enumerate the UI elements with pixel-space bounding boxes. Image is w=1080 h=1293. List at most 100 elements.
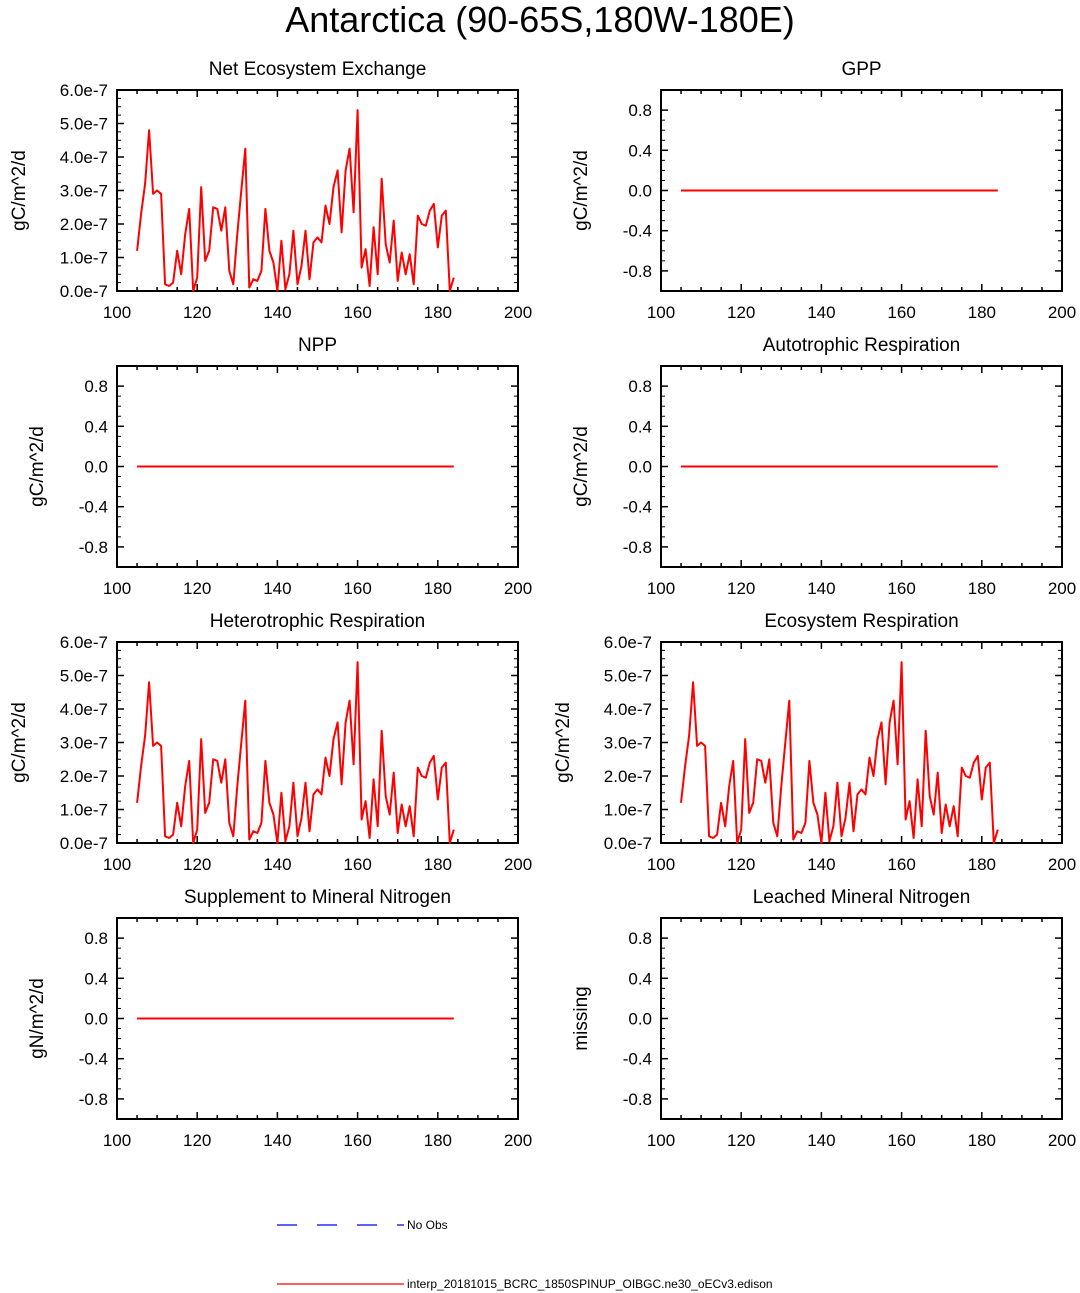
x-tick-label: 100 — [103, 303, 131, 322]
y-tick-label: -0.4 — [79, 1050, 108, 1069]
y-tick-label: 6.0e-7 — [604, 633, 652, 652]
plot-frame — [116, 641, 519, 844]
x-tick-label: 200 — [504, 1131, 532, 1150]
y-tick-label: 0.8 — [84, 377, 108, 396]
x-tick-label: 160 — [343, 855, 371, 874]
y-tick-label: 6.0e-7 — [60, 81, 108, 100]
y-tick-label: 3.0e-7 — [60, 734, 108, 753]
y-axis-label: missing — [571, 986, 592, 1050]
chart-title: Heterotrophic Respiration — [210, 611, 425, 632]
x-tick-label: 120 — [727, 1131, 755, 1150]
chart-title: NPP — [298, 335, 337, 356]
x-tick-label: 100 — [647, 303, 675, 322]
y-tick-label: 0.0e-7 — [60, 834, 108, 853]
x-tick-label: 180 — [968, 303, 996, 322]
x-tick-label: 120 — [183, 579, 211, 598]
x-tick-label: 120 — [183, 855, 211, 874]
y-tick-label: 2.0e-7 — [60, 215, 108, 234]
y-tick-label: 0.8 — [628, 377, 652, 396]
x-tick-label: 180 — [968, 855, 996, 874]
y-tick-label: 0.4 — [628, 417, 652, 436]
y-tick-label: 0.8 — [628, 101, 652, 120]
chart-title: Ecosystem Respiration — [764, 611, 958, 632]
chart-panel-2: GPP 100 120 140 160 180 200 -0.8 -0.4 0.0 0.4 0.8 gC… — [571, 59, 1076, 322]
chart-panel-3: NPP 100 120 140 160 180 200 -0.8 -0.4 0.0 0.4 0.8 gC… — [27, 335, 532, 598]
legend-label-2: interp_20181015_BCRC_1850SPINUP_OIBGC.ne… — [407, 1277, 773, 1291]
y-axis-label: gC/m^2/d — [571, 150, 592, 231]
y-tick-label: -0.4 — [623, 1050, 652, 1069]
x-tick-label: 200 — [1048, 1131, 1076, 1150]
y-tick-label: 3.0e-7 — [604, 734, 652, 753]
y-tick-label: 0.4 — [84, 417, 108, 436]
y-tick-label: -0.8 — [623, 538, 652, 557]
x-tick-label: 140 — [263, 1131, 291, 1150]
chart-panel-8: Leached Mineral Nitrogen 100 120 140 160 180 2… — [571, 887, 1076, 1150]
y-tick-label: -0.4 — [79, 498, 108, 517]
y-axis-label: gC/m^2/d — [9, 150, 30, 231]
x-tick-label: 200 — [504, 579, 532, 598]
x-tick-label: 160 — [887, 579, 915, 598]
y-tick-label: 0.8 — [628, 929, 652, 948]
x-tick-label: 140 — [807, 1131, 835, 1150]
series-line — [136, 661, 455, 844]
x-tick-label: 100 — [647, 1131, 675, 1150]
x-tick-label: 160 — [887, 855, 915, 874]
y-tick-label: 4.0e-7 — [60, 148, 108, 167]
y-tick-label: 0.4 — [628, 969, 652, 988]
y-axis-label: gC/m^2/d — [553, 702, 574, 783]
x-tick-label: 140 — [807, 855, 835, 874]
x-tick-label: 140 — [807, 303, 835, 322]
y-axis-label: gC/m^2/d — [27, 426, 48, 507]
y-tick-label: 1.0e-7 — [604, 801, 652, 820]
y-tick-label: 0.8 — [84, 929, 108, 948]
plot-frame — [116, 89, 519, 292]
x-tick-label: 200 — [1048, 855, 1076, 874]
legend-label-1: No Obs — [407, 1218, 448, 1232]
y-tick-label: -0.8 — [623, 1090, 652, 1109]
x-tick-label: 180 — [968, 1131, 996, 1150]
y-tick-label: -0.8 — [623, 262, 652, 281]
x-tick-label: 180 — [424, 579, 452, 598]
chart-panel-6: Ecosystem Respiration 100 120 140 160 180 200 0… — [553, 611, 1076, 874]
chart-panel-5: Heterotrophic Respiration 100 120 140 160 180… — [9, 611, 532, 874]
x-tick-label: 160 — [343, 303, 371, 322]
y-tick-label: 1.0e-7 — [60, 249, 108, 268]
x-tick-label: 200 — [1048, 579, 1076, 598]
chart-panel-4: Autotrophic Respiration 100 120 140 160 180 20… — [571, 335, 1076, 598]
x-tick-label: 100 — [103, 1131, 131, 1150]
y-tick-label: 5.0e-7 — [604, 667, 652, 686]
y-tick-label: 2.0e-7 — [60, 767, 108, 786]
x-tick-label: 160 — [343, 1131, 371, 1150]
x-tick-label: 140 — [263, 579, 291, 598]
series-line — [680, 661, 999, 844]
y-tick-label: 1.0e-7 — [60, 801, 108, 820]
x-tick-label: 140 — [263, 303, 291, 322]
x-tick-label: 120 — [727, 579, 755, 598]
plot-frame — [660, 917, 1063, 1120]
chart-title: Leached Mineral Nitrogen — [753, 887, 971, 908]
x-tick-label: 160 — [343, 579, 371, 598]
y-tick-label: -0.4 — [623, 222, 652, 241]
chart-title: Autotrophic Respiration — [763, 335, 961, 356]
y-tick-label: 2.0e-7 — [604, 767, 652, 786]
y-tick-label: 0.0 — [628, 1010, 652, 1029]
y-tick-label: 0.0e-7 — [60, 282, 108, 301]
x-tick-label: 200 — [1048, 303, 1076, 322]
x-tick-label: 140 — [263, 855, 291, 874]
plot-frame — [660, 641, 1063, 844]
x-tick-label: 120 — [727, 303, 755, 322]
y-tick-label: 0.0 — [628, 182, 652, 201]
x-tick-label: 180 — [424, 855, 452, 874]
y-tick-label: 0.4 — [628, 141, 652, 160]
x-tick-label: 120 — [183, 303, 211, 322]
y-tick-label: 4.0e-7 — [60, 700, 108, 719]
y-tick-label: 6.0e-7 — [60, 633, 108, 652]
y-tick-label: -0.8 — [79, 538, 108, 557]
page-title: Antarctica (90-65S,180W-180E) — [285, 0, 795, 40]
y-tick-label: 3.0e-7 — [60, 182, 108, 201]
y-tick-label: 4.0e-7 — [604, 700, 652, 719]
y-axis-label: gN/m^2/d — [27, 978, 48, 1059]
x-tick-label: 100 — [103, 579, 131, 598]
chart-title: Supplement to Mineral Nitrogen — [184, 887, 451, 908]
